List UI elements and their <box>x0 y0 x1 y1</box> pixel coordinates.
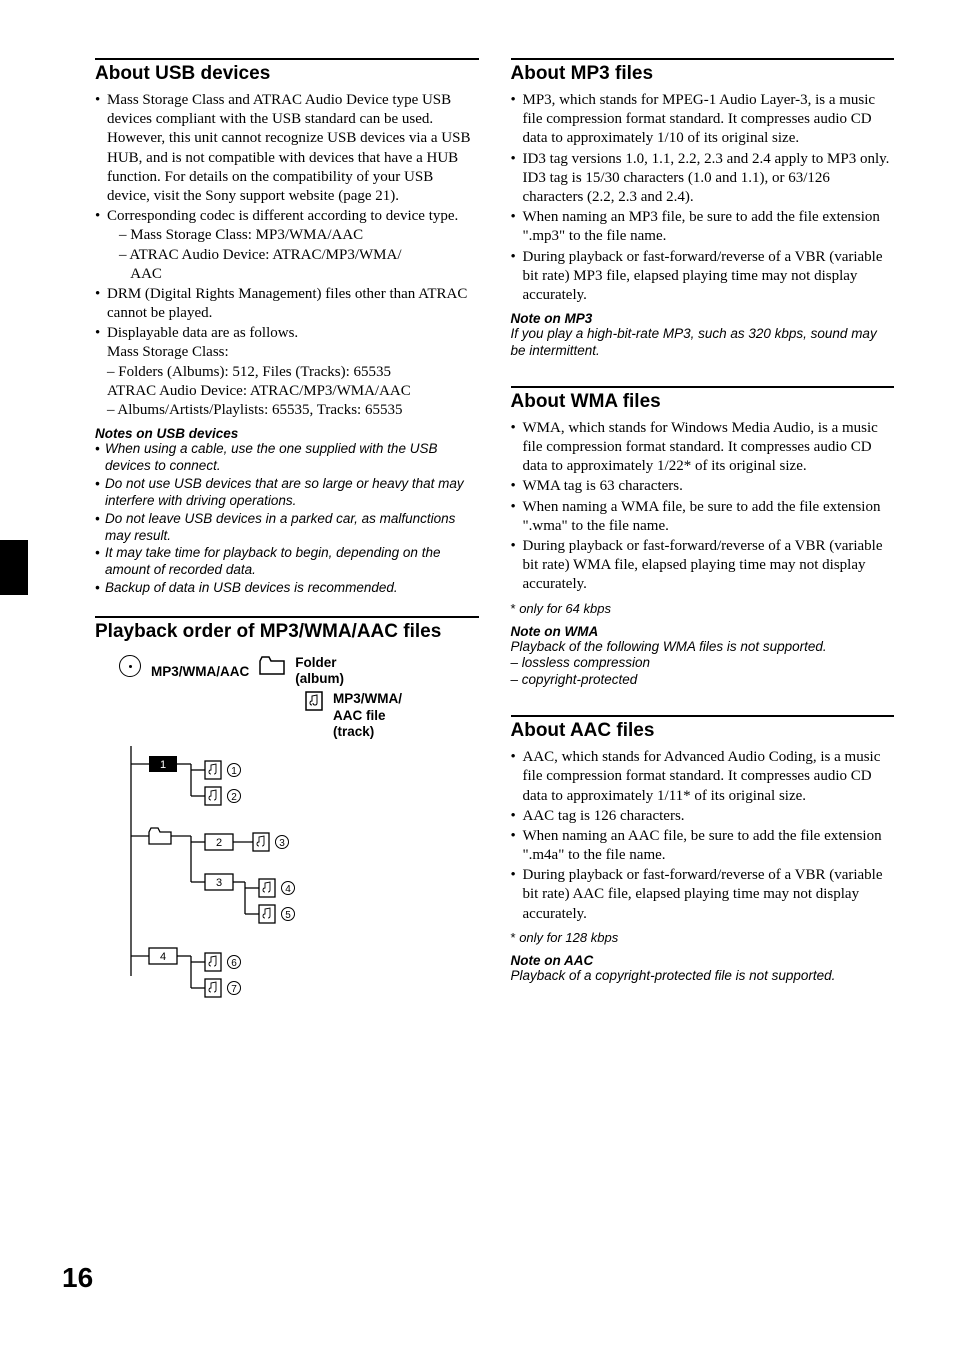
note-dash: – lossless compression <box>511 655 895 672</box>
page-number: 16 <box>62 1262 93 1294</box>
note-body-aac: Playback of a copyright-protected file i… <box>511 968 895 985</box>
section-rule <box>511 386 895 388</box>
list-item: AAC tag is 126 characters. <box>511 807 895 826</box>
list-item: WMA tag is 63 characters. <box>511 477 895 496</box>
track-num: 6 <box>231 958 237 969</box>
list-item: MP3, which stands for MPEG-1 Audio Layer… <box>511 91 895 149</box>
section-rule <box>95 616 479 618</box>
playback-diagram: MP3/WMA/AAC Folder(album) MP3/WMA/AAC fi… <box>95 655 479 1011</box>
note-item: Do not leave USB devices in a parked car… <box>95 511 479 545</box>
note-item: Backup of data in USB devices is recomme… <box>95 580 479 597</box>
folder-num-1: 1 <box>160 759 166 771</box>
format-label: MP3/WMA/AAC <box>151 664 249 679</box>
list-item: When naming an AAC file, be sure to add … <box>511 827 895 865</box>
file-icon <box>305 691 323 711</box>
wma-list: WMA, which stands for Windows Media Audi… <box>511 419 895 595</box>
mp3-list: MP3, which stands for MPEG-1 Audio Layer… <box>511 91 895 305</box>
list-item: WMA, which stands for Windows Media Audi… <box>511 419 895 477</box>
section-title-usb: About USB devices <box>95 63 479 85</box>
list-item: During playback or fast-forward/reverse … <box>511 248 895 306</box>
list-item: During playback or fast-forward/reverse … <box>511 866 895 924</box>
wma-footnote: * only for 64 kbps <box>511 601 895 616</box>
note-dash: – copyright-protected <box>511 672 895 689</box>
list-item-text: Corresponding codec is different accordi… <box>107 208 458 224</box>
note-item: It may take time for playback to begin, … <box>95 545 479 579</box>
list-item: DRM (Digital Rights Management) files ot… <box>95 285 479 323</box>
list-item: During playback or fast-forward/reverse … <box>511 537 895 595</box>
list-item: Displayable data are as follows. Mass St… <box>95 324 479 420</box>
usb-list: Mass Storage Class and ATRAC Audio Devic… <box>95 91 479 420</box>
folder-num-3: 3 <box>216 877 222 889</box>
list-item: AAC, which stands for Advanced Audio Cod… <box>511 748 895 806</box>
section-rule <box>511 58 895 60</box>
note-heading-mp3: Note on MP3 <box>511 311 895 326</box>
track-num: 2 <box>231 792 237 803</box>
file-label: MP3/WMA/AAC file(track) <box>333 691 402 740</box>
usb-notes-list: When using a cable, use the one supplied… <box>95 441 479 597</box>
note-body-wma: Playback of the following WMA files is n… <box>511 639 895 656</box>
section-title-wma: About WMA files <box>511 391 895 413</box>
diagram-legend-row1: MP3/WMA/AAC Folder(album) <box>95 655 479 687</box>
note-body-mp3: If you play a high-bit-rate MP3, such as… <box>511 326 895 360</box>
note-item: Do not use USB devices that are so large… <box>95 476 479 510</box>
list-item: Corresponding codec is different accordi… <box>95 207 479 284</box>
track-num: 5 <box>285 910 291 921</box>
sub-item: – Folders (Albums): 512, Files (Tracks):… <box>107 363 479 382</box>
track-num: 1 <box>231 766 237 777</box>
right-column: About MP3 files MP3, which stands for MP… <box>511 58 895 1011</box>
two-column-layout: About USB devices Mass Storage Class and… <box>95 58 894 1011</box>
folder-num-4: 4 <box>160 951 166 963</box>
list-item: ID3 tag versions 1.0, 1.1, 2.2, 2.3 and … <box>511 150 895 208</box>
page-tab <box>0 540 28 595</box>
folder-num-2: 2 <box>216 837 222 849</box>
list-item: Mass Storage Class and ATRAC Audio Devic… <box>95 91 479 206</box>
sub-item: – ATRAC Audio Device: ATRAC/MP3/WMA/ AAC <box>107 246 479 284</box>
aac-list: AAC, which stands for Advanced Audio Cod… <box>511 748 895 924</box>
tree-diagram: 1 1 2 2 3 3 <box>119 746 379 1006</box>
diagram-legend-row2: MP3/WMA/AAC file(track) <box>95 691 479 740</box>
footnote-text: only for 128 kbps <box>519 930 618 945</box>
disc-icon <box>119 655 141 677</box>
section-title-aac: About AAC files <box>511 720 895 742</box>
track-num: 4 <box>285 884 291 895</box>
track-num: 3 <box>279 838 285 849</box>
aac-footnote: * only for 128 kbps <box>511 930 895 945</box>
track-num: 7 <box>231 984 237 995</box>
sub-item: – Mass Storage Class: MP3/WMA/AAC <box>107 226 479 245</box>
left-column: About USB devices Mass Storage Class and… <box>95 58 479 1011</box>
section-rule <box>511 715 895 717</box>
list-item-text: Displayable data are as follows. <box>107 325 298 341</box>
folder-icon <box>259 655 285 675</box>
sub-item: – Albums/Artists/Playlists: 65535, Track… <box>107 401 479 420</box>
note-heading-wma: Note on WMA <box>511 624 895 639</box>
section-title-mp3: About MP3 files <box>511 63 895 85</box>
list-item: When naming a WMA file, be sure to add t… <box>511 498 895 536</box>
sub-item: ATRAC Audio Device: ATRAC/MP3/WMA/AAC <box>107 382 479 401</box>
section-title-playback: Playback order of MP3/WMA/AAC files <box>95 621 479 643</box>
note-heading-aac: Note on AAC <box>511 953 895 968</box>
notes-heading: Notes on USB devices <box>95 426 479 441</box>
sub-item: Mass Storage Class: <box>107 343 479 362</box>
folder-label: Folder(album) <box>295 655 344 687</box>
list-item: When naming an MP3 file, be sure to add … <box>511 208 895 246</box>
note-item: When using a cable, use the one supplied… <box>95 441 479 475</box>
footnote-text: only for 64 kbps <box>519 601 611 616</box>
section-rule <box>95 58 479 60</box>
